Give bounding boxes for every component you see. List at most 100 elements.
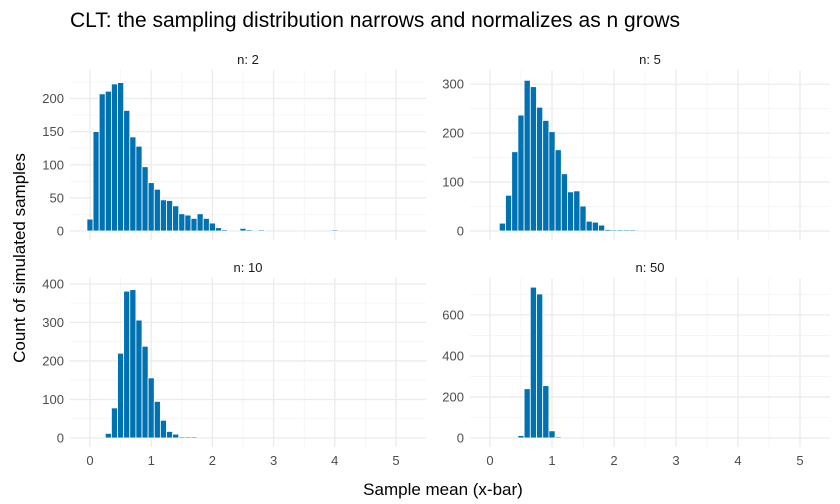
facet-panel: n: 50 0 200 400 600 0 1 2 3 4 5	[442, 260, 830, 468]
x-tick-label: 3	[270, 453, 277, 468]
histogram-bar	[579, 205, 587, 232]
histogram-bar	[104, 90, 112, 232]
histogram-bar	[135, 319, 143, 439]
histogram-bar	[529, 286, 537, 439]
histogram-bar	[215, 227, 222, 232]
histogram-bar	[166, 200, 174, 232]
histogram-bar	[629, 229, 637, 232]
y-tick-label: 150	[42, 124, 64, 139]
histogram-bar	[610, 229, 618, 232]
histogram-bar	[147, 182, 155, 232]
histogram-bar	[560, 173, 568, 232]
x-tick-label: 4	[331, 453, 338, 468]
histogram-bar	[622, 229, 630, 232]
chart-title: CLT: the sampling distribution narrows a…	[70, 9, 680, 32]
x-tick-label: 1	[148, 453, 155, 468]
histogram-bar	[178, 436, 186, 439]
histogram-bar	[196, 213, 204, 232]
facet-strip-label: n: 2	[237, 52, 259, 67]
facet-strip-label: n: 50	[636, 260, 665, 275]
histogram-bar	[331, 229, 339, 232]
histogram-bar	[159, 419, 167, 439]
facet-panel: n: 10 0 100 200 300 400 0 1 2 3 4 5	[42, 260, 426, 468]
histogram-bar	[123, 290, 131, 439]
histogram-bar	[135, 145, 143, 232]
histogram-bar	[141, 345, 149, 439]
y-tick-label: 400	[42, 276, 64, 291]
histogram-bar	[153, 188, 161, 232]
histogram-bar	[585, 220, 593, 232]
x-tick-label: 5	[392, 453, 399, 468]
histogram-bar	[98, 93, 106, 232]
histogram-bar	[147, 377, 155, 439]
x-tick-label: 2	[610, 453, 617, 468]
histogram-bar	[221, 229, 229, 232]
facet-strip-label: n: 5	[639, 52, 661, 67]
x-tick-label: 1	[548, 453, 555, 468]
histogram-bar	[517, 114, 525, 232]
y-tick-label: 300	[42, 315, 64, 330]
y-tick-label: 50	[50, 190, 64, 205]
y-tick-label: 400	[442, 348, 464, 363]
histogram-bar	[598, 224, 606, 232]
facet-strip-label: n: 10	[234, 260, 263, 275]
histogram-bar	[184, 214, 192, 232]
x-tick-label: 0	[486, 453, 493, 468]
histogram-bar	[111, 83, 118, 232]
y-tick-label: 200	[442, 389, 464, 404]
histogram-bar	[554, 149, 562, 232]
x-tick-label: 2	[209, 453, 216, 468]
y-tick-label: 600	[442, 307, 464, 322]
y-tick-label: 100	[42, 392, 64, 407]
histogram-bar	[166, 431, 174, 439]
y-tick-label: 200	[42, 353, 64, 368]
x-tick-label: 5	[796, 453, 803, 468]
histogram-bar	[511, 151, 519, 232]
histogram-bar	[505, 194, 513, 232]
histogram-bar	[104, 432, 112, 439]
histogram-bar	[141, 166, 149, 232]
facet-panel: n: 5 0 100 200 300	[442, 52, 830, 240]
histogram-bar	[548, 131, 556, 232]
y-tick-label: 300	[442, 77, 464, 92]
y-axis-title: Count of simulated samples	[10, 153, 29, 363]
histogram-bar	[604, 229, 612, 232]
histogram-bar	[172, 433, 180, 439]
histogram-bar	[190, 436, 198, 439]
histogram-bar	[129, 136, 137, 232]
histogram-bar	[117, 82, 125, 232]
histogram-bar	[573, 190, 581, 232]
y-tick-label: 0	[457, 224, 464, 239]
histogram-bar	[554, 436, 562, 439]
histogram-bar	[190, 218, 198, 232]
x-axis-title: Sample mean (x-bar)	[363, 480, 523, 499]
histogram-bar	[591, 221, 599, 232]
histogram-bar	[86, 218, 94, 232]
y-tick-label: 100	[42, 157, 64, 172]
histogram-bar	[129, 289, 137, 439]
y-tick-label: 0	[457, 431, 464, 446]
histogram-bar	[542, 385, 550, 439]
histogram-bar	[92, 131, 100, 232]
y-tick-label: 200	[42, 91, 64, 106]
y-tick-label: 200	[442, 126, 464, 141]
histogram-bar	[123, 110, 131, 232]
histogram-bar	[245, 229, 253, 232]
histogram-bar	[117, 352, 125, 439]
facet-panel: n: 2 0 50 100 150 200	[42, 52, 426, 240]
histogram-bar	[517, 435, 525, 439]
y-tick-label: 0	[57, 431, 64, 446]
histogram-bar	[178, 213, 186, 232]
histogram-bar	[172, 205, 180, 232]
histogram-bar	[202, 218, 210, 232]
histogram-bar	[159, 199, 167, 232]
histogram-bar	[567, 191, 575, 232]
histogram-bar	[153, 400, 161, 439]
histogram-bar	[257, 229, 265, 232]
histogram-bar	[548, 430, 556, 439]
y-tick-label: 100	[442, 175, 464, 190]
histogram-bar	[536, 106, 544, 232]
